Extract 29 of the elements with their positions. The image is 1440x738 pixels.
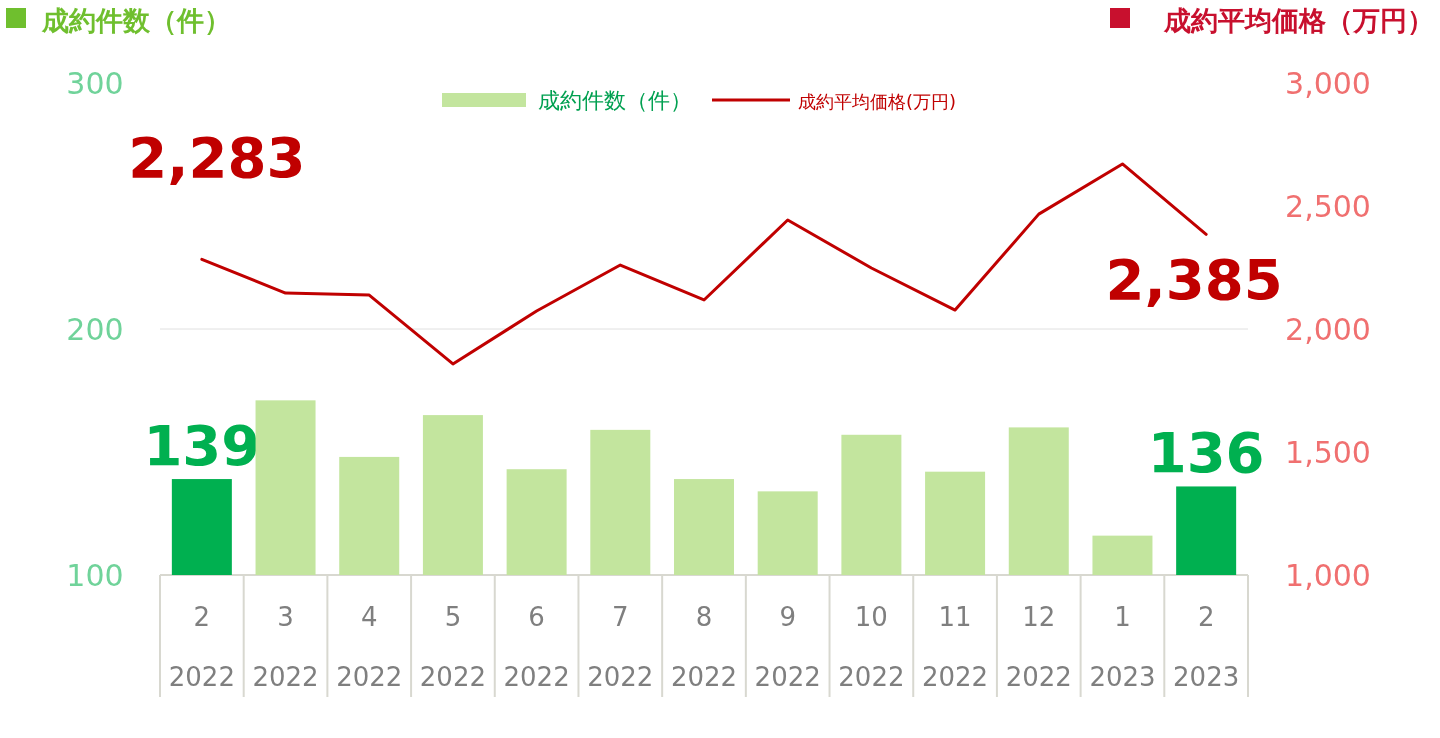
x-tick-label: 12 2022 (1005, 602, 1072, 692)
y-tick-label: 200 (66, 312, 124, 347)
x-tick-label: 4 2022 (336, 602, 403, 692)
y-axis-title: 成約件数（件） (41, 5, 231, 36)
y2-tick-label: 2,000 (1285, 312, 1371, 347)
y2-tick-label: 3,000 (1285, 66, 1371, 101)
x-tick-label: 3 2022 (252, 602, 319, 692)
x-tick-label: 10 2022 (838, 602, 905, 692)
y2-axis-title: 成約平均価格（万円） (1163, 5, 1434, 36)
x-tick-label: 9 2022 (754, 602, 821, 692)
x-tick-label: 11 2022 (921, 602, 989, 692)
y-tick-label: 100 (66, 558, 124, 593)
x-tick-label: 2 2022 (168, 602, 235, 692)
y2-tick-label: 1,500 (1285, 435, 1371, 470)
data-label: 139 (143, 413, 261, 479)
x-tick-label: 7 2022 (587, 602, 654, 692)
x-tick-label: 8 2022 (670, 602, 738, 692)
y2-tick-label: 2,500 (1285, 189, 1371, 224)
x-tick-label: 5 2022 (419, 602, 487, 692)
legend-label: 成約平均価格(万円) (798, 91, 957, 112)
data-label: 136 (1147, 420, 1265, 486)
x-tick-label: 6 2022 (503, 602, 570, 692)
x-tick-label: 1 2023 (1089, 602, 1156, 692)
data-label: 2,283 (128, 125, 306, 191)
y-tick-label: 300 (66, 66, 124, 101)
data-label: 2,385 (1105, 247, 1283, 313)
y2-tick-label: 1,000 (1285, 558, 1371, 593)
legend-label: 成約件数（件） (538, 88, 692, 113)
x-tick-label: 2 2023 (1173, 602, 1240, 692)
